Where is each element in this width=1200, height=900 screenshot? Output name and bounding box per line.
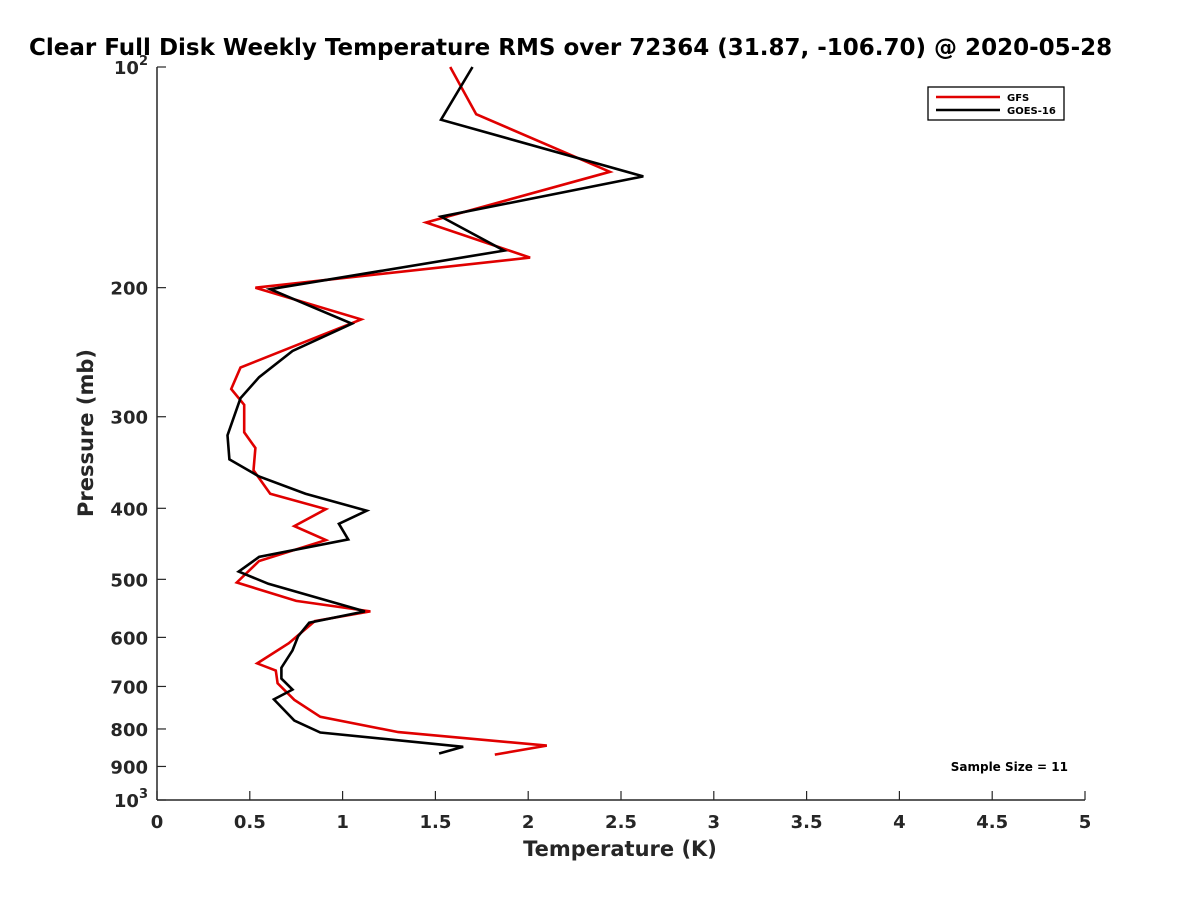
y-axis-label: Pressure (mb): [74, 349, 98, 517]
y-tick-label: 900: [110, 757, 148, 778]
x-tick-label: 4.5: [976, 812, 1008, 833]
y-tick-label: 500: [110, 570, 148, 591]
x-tick-label: 1.5: [419, 812, 451, 833]
y-tick-label: 800: [110, 720, 148, 741]
plot-series: [226, 66, 644, 756]
y-tick-label: 700: [110, 677, 148, 698]
x-axis-label: Temperature (K): [523, 837, 717, 861]
x-tick-label: 1: [336, 812, 349, 833]
x-tick-label: 4: [893, 812, 906, 833]
legend-label-gfs: GFS: [1007, 93, 1029, 104]
x-tick-label: 2: [522, 812, 535, 833]
legend-box: [927, 86, 1065, 121]
y-tick-label: 103: [114, 787, 148, 812]
chart-title: Clear Full Disk Weekly Temperature RMS o…: [29, 35, 1112, 61]
legend: GFS GOES-16: [927, 86, 1065, 121]
x-tick-label: 0.5: [234, 812, 266, 833]
y-tick-label: 200: [110, 279, 148, 300]
x-tick-label: 5: [1079, 812, 1092, 833]
y-tick-label: 102: [114, 54, 148, 79]
series-line-goes-16: [226, 66, 644, 755]
sample-size-annotation: Sample Size = 11: [951, 760, 1068, 774]
x-tick-label: 3: [708, 812, 721, 833]
y-tick-label: 400: [110, 499, 148, 520]
x-tick-label: 2.5: [605, 812, 637, 833]
y-tick-label: 600: [110, 628, 148, 649]
legend-label-goes-16: GOES-16: [1007, 106, 1056, 117]
y-tick-label: 300: [110, 408, 148, 429]
x-tick-label: 3.5: [791, 812, 823, 833]
series-line-gfs: [229, 66, 614, 756]
plot-axes: 0 0.5 1 1.5 2 2.5 3 3.5 4 4.5 5 102 200 300 400 500 600 7…: [110, 54, 1091, 833]
x-tick-label: 0: [151, 812, 164, 833]
